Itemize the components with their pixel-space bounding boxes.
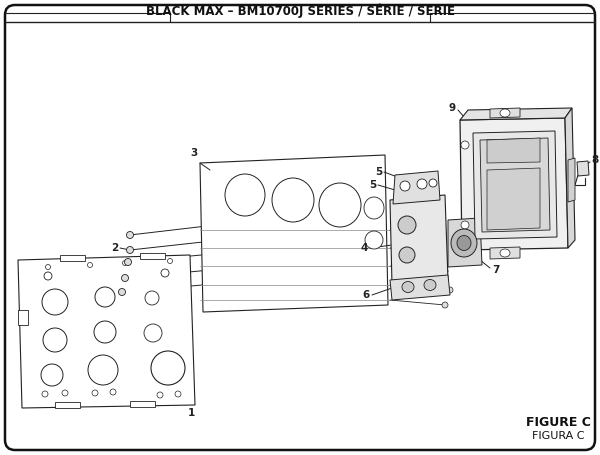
Polygon shape (55, 402, 80, 408)
Polygon shape (568, 158, 575, 202)
Text: 1: 1 (188, 408, 195, 418)
Ellipse shape (500, 249, 510, 257)
Text: 2: 2 (111, 243, 118, 253)
Text: FIGURA C: FIGURA C (532, 431, 584, 441)
Ellipse shape (398, 216, 416, 234)
Ellipse shape (145, 291, 159, 305)
Ellipse shape (43, 328, 67, 352)
Text: 6: 6 (363, 290, 370, 300)
Polygon shape (487, 138, 540, 163)
Text: BLACK MAX – BM10700J SERIES / SÉRIE / SERIE: BLACK MAX – BM10700J SERIES / SÉRIE / SE… (146, 4, 455, 18)
Text: 9: 9 (449, 103, 456, 113)
Ellipse shape (42, 289, 68, 315)
Ellipse shape (447, 287, 453, 293)
Ellipse shape (95, 287, 115, 307)
Ellipse shape (399, 247, 415, 263)
Polygon shape (565, 108, 575, 248)
FancyBboxPatch shape (5, 5, 595, 450)
Text: 5: 5 (369, 180, 376, 190)
Ellipse shape (110, 389, 116, 395)
Ellipse shape (161, 269, 169, 277)
Ellipse shape (42, 391, 48, 397)
Ellipse shape (225, 174, 265, 216)
Ellipse shape (121, 274, 128, 282)
Ellipse shape (364, 197, 384, 219)
Ellipse shape (437, 250, 443, 256)
Polygon shape (60, 255, 85, 261)
Ellipse shape (500, 109, 510, 117)
Ellipse shape (429, 179, 437, 187)
Text: 4: 4 (361, 243, 368, 253)
Polygon shape (460, 118, 568, 250)
Polygon shape (448, 218, 482, 267)
Ellipse shape (461, 221, 469, 229)
Ellipse shape (92, 390, 98, 396)
Polygon shape (487, 168, 540, 230)
Ellipse shape (461, 141, 469, 149)
Polygon shape (390, 275, 450, 300)
Polygon shape (490, 247, 520, 259)
Ellipse shape (427, 232, 433, 238)
Ellipse shape (127, 232, 133, 238)
Ellipse shape (122, 261, 128, 266)
Ellipse shape (457, 236, 471, 251)
Polygon shape (490, 108, 520, 118)
Polygon shape (577, 161, 589, 176)
Polygon shape (390, 195, 448, 285)
Text: 8: 8 (591, 155, 598, 165)
Text: 7: 7 (492, 265, 499, 275)
Polygon shape (140, 253, 165, 259)
Ellipse shape (88, 355, 118, 385)
Ellipse shape (402, 282, 414, 293)
Ellipse shape (125, 258, 131, 266)
Ellipse shape (167, 258, 173, 263)
Text: 3: 3 (191, 148, 198, 158)
Ellipse shape (151, 351, 185, 385)
Ellipse shape (272, 178, 314, 222)
Ellipse shape (442, 302, 448, 308)
Ellipse shape (94, 321, 116, 343)
Text: 5: 5 (375, 167, 382, 177)
Ellipse shape (365, 231, 383, 249)
Ellipse shape (442, 268, 448, 274)
Polygon shape (200, 155, 388, 312)
Ellipse shape (41, 364, 63, 386)
Ellipse shape (157, 392, 163, 398)
Ellipse shape (46, 264, 50, 269)
Ellipse shape (400, 181, 410, 191)
Polygon shape (480, 138, 550, 232)
Polygon shape (130, 401, 155, 407)
Ellipse shape (175, 391, 181, 397)
Polygon shape (460, 108, 572, 120)
Ellipse shape (88, 263, 92, 268)
Polygon shape (18, 310, 28, 325)
Polygon shape (18, 255, 195, 408)
Ellipse shape (417, 179, 427, 189)
Polygon shape (393, 171, 440, 204)
Ellipse shape (44, 272, 52, 280)
Ellipse shape (424, 279, 436, 290)
Text: FIGURE C: FIGURE C (526, 415, 590, 429)
Ellipse shape (319, 183, 361, 227)
Ellipse shape (119, 288, 125, 295)
Ellipse shape (127, 247, 133, 253)
Polygon shape (473, 131, 557, 239)
Ellipse shape (144, 324, 162, 342)
Ellipse shape (451, 229, 477, 257)
Ellipse shape (62, 390, 68, 396)
